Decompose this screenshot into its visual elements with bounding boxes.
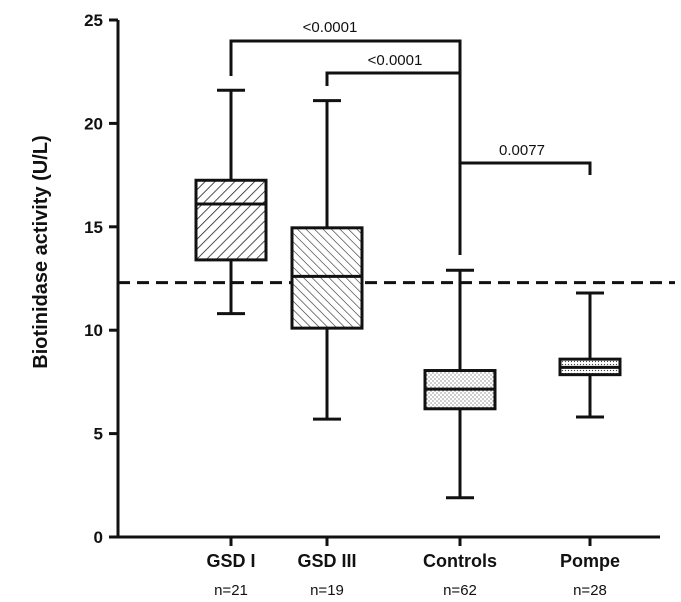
p-value-label: <0.0001 bbox=[368, 52, 423, 69]
significance-brackets: <0.0001 <0.0001 0.0077 bbox=[229, 19, 592, 255]
y-tick-label: 0 bbox=[94, 528, 103, 547]
y-tick-label: 5 bbox=[94, 425, 103, 444]
sample-size-label: n=21 bbox=[214, 582, 248, 599]
y-axis-title: Biotinidase activity (U/L) bbox=[30, 135, 52, 368]
y-tick-label: 25 bbox=[84, 11, 103, 30]
box-gsd-iii bbox=[290, 99, 364, 421]
sample-size-label: n=28 bbox=[573, 582, 607, 599]
x-category-label: Pompe bbox=[560, 551, 620, 571]
box-gsd-i bbox=[194, 88, 268, 316]
iqr-box bbox=[194, 178, 268, 262]
boxes bbox=[194, 88, 622, 500]
y-tick-label: 15 bbox=[84, 218, 103, 237]
box-controls bbox=[423, 268, 497, 500]
y-tick-label: 10 bbox=[84, 321, 103, 340]
significance-bracket: 0.0077 bbox=[458, 142, 592, 245]
box-pompe bbox=[558, 291, 622, 419]
sample-size-label: n=62 bbox=[443, 582, 477, 599]
x-category-label: GSD I bbox=[206, 551, 255, 571]
bracket-line bbox=[458, 161, 592, 245]
x-axis: GSD I n=21 GSD III n=19 Controls n=62 Pompe n=2… bbox=[118, 535, 660, 599]
y-tick-label: 20 bbox=[84, 114, 103, 133]
y-axis: 0 5 10 15 20 25 bbox=[84, 11, 120, 547]
p-value-label: 0.0077 bbox=[499, 142, 545, 159]
sample-size-label: n=19 bbox=[310, 582, 344, 599]
x-category-label: Controls bbox=[423, 551, 497, 571]
iqr-box bbox=[290, 226, 364, 330]
x-category-label: GSD III bbox=[297, 551, 356, 571]
p-value-label: <0.0001 bbox=[303, 19, 358, 36]
significance-bracket: <0.0001 bbox=[325, 52, 462, 255]
